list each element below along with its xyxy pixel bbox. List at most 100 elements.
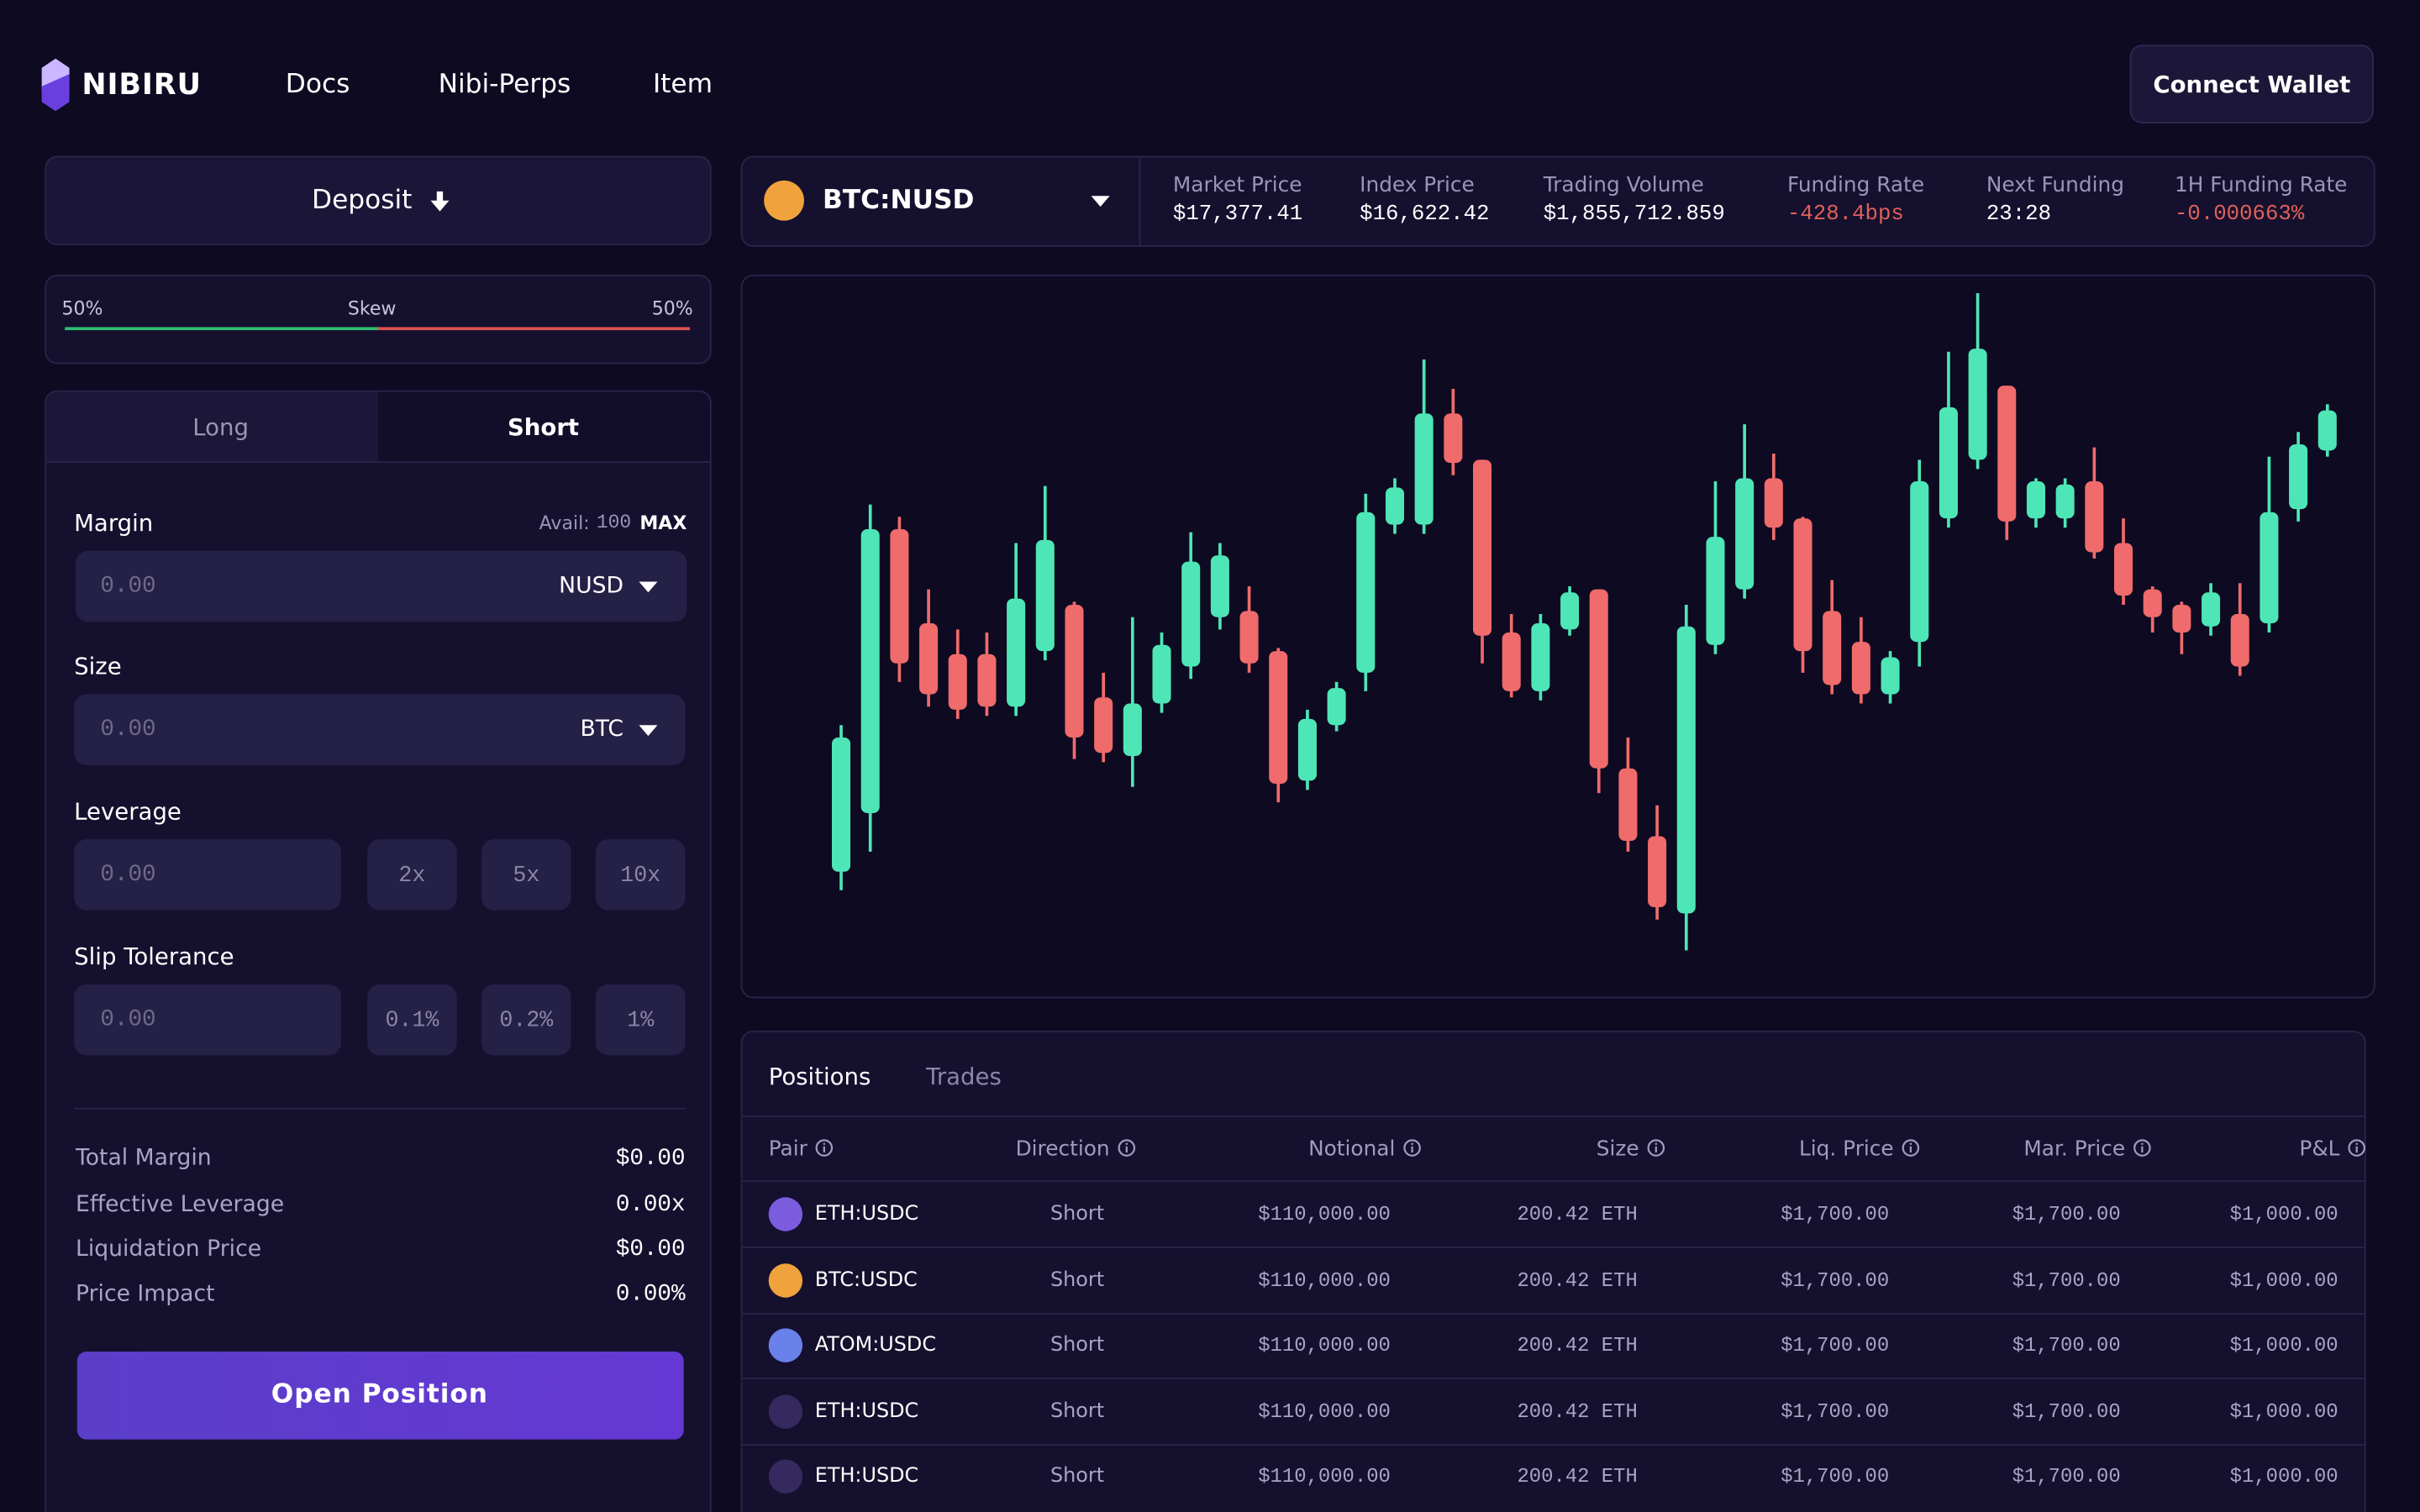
stat-label: Next Funding [1986, 172, 2124, 198]
open-position-label[interactable]: Open Position [271, 1379, 488, 1410]
candle-body [832, 737, 851, 872]
column-header: Mar. Price [2023, 1137, 2151, 1162]
candle-body [1239, 611, 1259, 664]
candle-body [1152, 644, 1171, 704]
column-header-label: Mar. Price [2023, 1137, 2126, 1163]
row-divider [742, 1443, 2365, 1446]
candle-body [1881, 657, 1900, 695]
nav-link[interactable]: Nibi-Perps [438, 69, 571, 101]
candle-body [1473, 459, 1492, 636]
brand: NIBIRU [82, 67, 202, 102]
candle-body [1269, 651, 1288, 785]
short-tab-label[interactable]: Short [507, 413, 580, 442]
deposit-button[interactable] [45, 155, 712, 246]
long-tab[interactable] [46, 391, 378, 464]
tab-divider [46, 461, 710, 464]
stat-label: Index Price [1360, 172, 1475, 198]
pair-icon [768, 1328, 803, 1362]
info-icon [1110, 1137, 1136, 1162]
cell: 200.42 ETH [1517, 1333, 1638, 1357]
icon-shape [1902, 1139, 1920, 1157]
icon-shape [815, 1139, 834, 1157]
candle-body [1560, 592, 1580, 630]
option-button[interactable] [595, 839, 686, 911]
long-tab-label[interactable]: Long [192, 413, 250, 442]
candle-body [1356, 512, 1376, 673]
option-label[interactable]: 1% [627, 1009, 655, 1034]
stat-label: Trading Volume [1543, 172, 1704, 198]
candle-body [1823, 611, 1842, 685]
skew-right: 50% [651, 297, 693, 320]
wallet-button[interactable] [2129, 45, 2374, 123]
pair-icon [768, 1263, 803, 1297]
nav-link[interactable]: Item [652, 69, 713, 101]
size-input[interactable] [74, 694, 686, 766]
option-button[interactable] [367, 984, 457, 1056]
info-icon [1395, 1137, 1421, 1162]
option-label[interactable]: 0.1% [385, 1009, 439, 1034]
candle-body [1910, 481, 1929, 643]
slip-input[interactable] [74, 984, 341, 1056]
cell: $1,700.00 [1781, 1333, 1890, 1357]
leverage-input[interactable] [74, 839, 341, 911]
icon-shape [2355, 1146, 2358, 1153]
option-button[interactable] [481, 984, 571, 1056]
nav-link[interactable]: Docs [285, 69, 350, 101]
info-icon [1639, 1137, 1665, 1162]
cell: $1,700.00 [1781, 1268, 1890, 1292]
cell: $110,000.00 [1258, 1268, 1391, 1292]
icon-shape [1125, 1142, 1128, 1145]
candle-body [1007, 598, 1026, 707]
open-position-button[interactable] [76, 1351, 684, 1440]
icon-shape [436, 191, 444, 202]
candle-body [2202, 592, 2221, 627]
candle-body [1648, 836, 1667, 907]
option-button[interactable] [481, 839, 571, 911]
row-divider [742, 1378, 2365, 1380]
pair-label[interactable]: BTC:NUSD [822, 185, 975, 217]
pair-icon [768, 1197, 803, 1231]
unit-select: NUSD [559, 574, 624, 599]
column-header: Notional [1308, 1137, 1422, 1162]
icon-shape [1909, 1146, 1912, 1153]
candle-body [1181, 561, 1201, 667]
option-button[interactable] [367, 839, 457, 911]
option-label[interactable]: 5x [513, 864, 540, 889]
candle-body [1385, 487, 1404, 525]
icon-shape [430, 191, 450, 212]
icon-shape [1647, 1139, 1665, 1157]
candle-body [1764, 478, 1783, 528]
candle-body [2026, 481, 2045, 519]
short-tab[interactable] [378, 391, 710, 464]
option-label[interactable]: 2x [398, 864, 426, 889]
cell: $1,000.00 [2229, 1268, 2338, 1292]
icon-shape [1411, 1142, 1413, 1145]
cell: $110,000.00 [1258, 1333, 1391, 1357]
table-tab[interactable]: Positions [768, 1063, 871, 1091]
option-label[interactable]: 10x [620, 864, 661, 889]
caret [639, 581, 658, 593]
stat-value: 23:28 [1986, 202, 2052, 227]
column-header-label: P&L [2299, 1137, 2340, 1163]
candle-body [1968, 349, 1987, 460]
logo [41, 58, 70, 112]
table-tab[interactable]: Trades [926, 1063, 1002, 1091]
icon-shape [430, 200, 450, 212]
column-header-label: Notional [1308, 1137, 1396, 1163]
max-button: MAX [639, 512, 687, 534]
option-label[interactable]: 0.2% [499, 1009, 554, 1034]
margin-input[interactable] [76, 550, 687, 622]
icon-shape [1655, 1142, 1657, 1145]
candle-body [2085, 481, 2104, 553]
icon-shape [1125, 1146, 1128, 1153]
option-button[interactable] [595, 984, 686, 1056]
cell: $1,000.00 [2229, 1333, 2338, 1357]
field-label: Leverage [74, 797, 182, 826]
candle-body [1035, 539, 1055, 652]
placeholder: 0.00 [100, 861, 156, 889]
pair-icon [768, 1459, 803, 1494]
pair-label: ATOM:USDC [814, 1333, 937, 1357]
candle-body [2289, 444, 2308, 510]
info-icon [2125, 1137, 2151, 1162]
placeholder: 0.00 [100, 1006, 156, 1033]
